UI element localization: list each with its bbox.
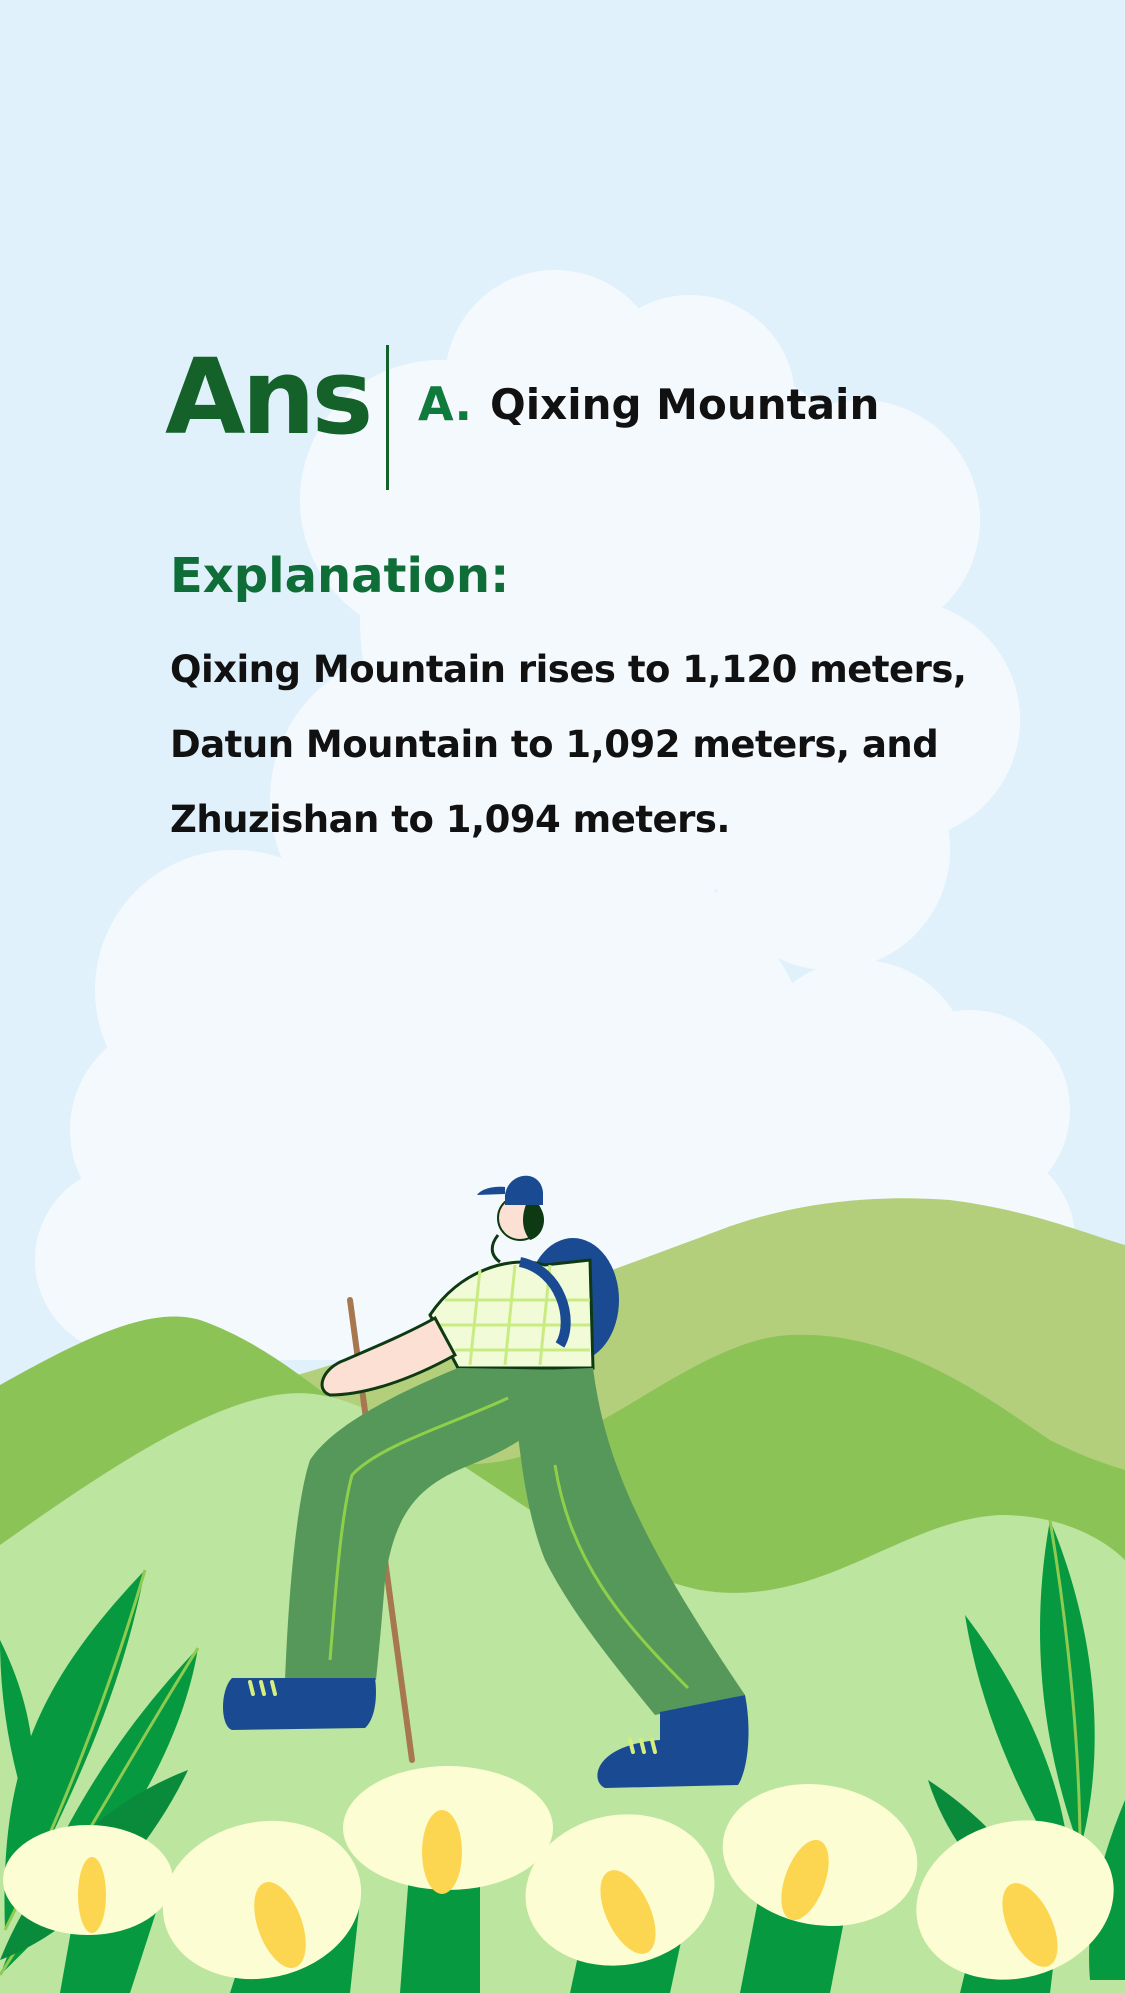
answer-label: Ans: [165, 336, 373, 458]
calla-lily-icon: [343, 1766, 553, 1993]
explanation-body: Qixing Mountain rises to 1,120 meters, D…: [170, 648, 967, 841]
answer-option-text: Qixing Mountain: [490, 380, 880, 429]
calla-lily-icon: [525, 1814, 715, 1993]
calla-lily-icon: [3, 1825, 173, 1993]
explanation-title: Explanation:: [170, 548, 510, 604]
calla-lily-icon: [916, 1820, 1114, 1993]
calla-lily-icon: [722, 1783, 918, 1993]
calla-lily-icon: [162, 1820, 362, 1993]
hiker-icon: [223, 1175, 749, 1788]
answer-option-letter: A.: [418, 377, 472, 431]
answer-divider: [386, 345, 389, 490]
